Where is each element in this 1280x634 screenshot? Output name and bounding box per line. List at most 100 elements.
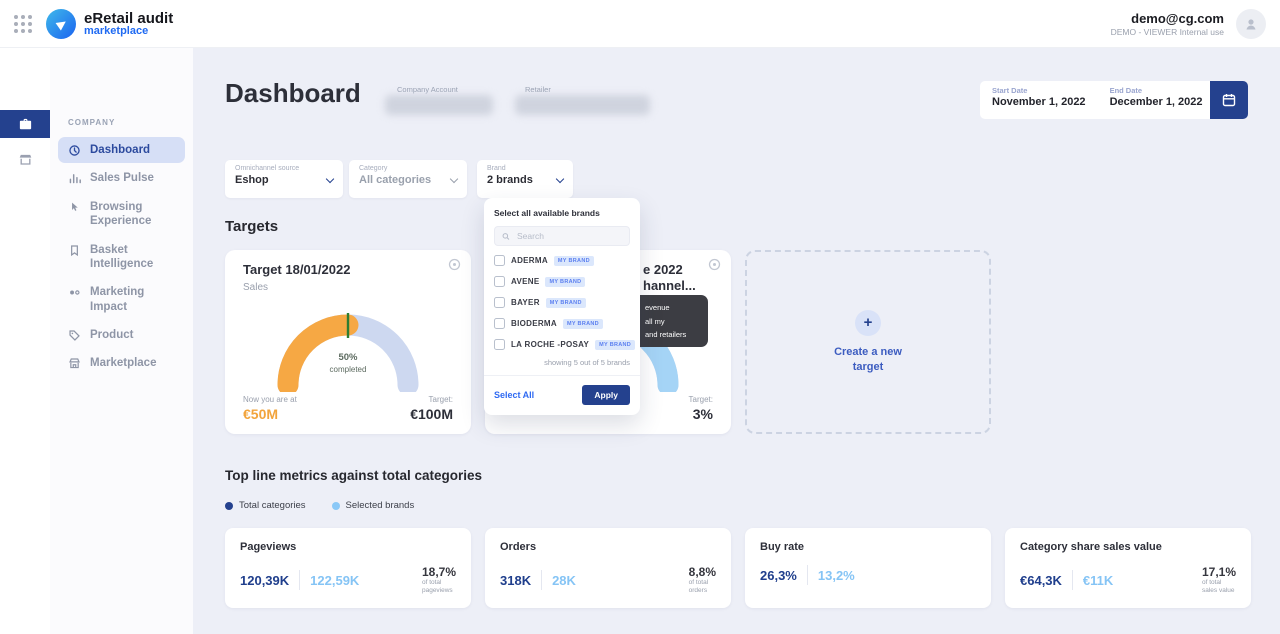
target-info-icon[interactable] xyxy=(708,258,721,276)
retailer-value-redacted[interactable] xyxy=(515,95,650,115)
legend-label: Total categories xyxy=(239,500,306,511)
select-all-link[interactable]: Select All xyxy=(494,390,535,400)
brand-row[interactable]: LA ROCHE -POSAY MY BRAND xyxy=(494,334,636,355)
gauge-value: 50% xyxy=(338,352,358,363)
bookmark-icon xyxy=(68,244,82,257)
metric-title: Orders xyxy=(500,541,537,553)
start-date-field[interactable]: Start Date November 1, 2022 xyxy=(980,81,1098,119)
store-icon xyxy=(19,154,31,165)
clock-icon xyxy=(68,144,82,157)
my-brand-badge: MY BRAND xyxy=(553,255,594,266)
omnichannel-source-dropdown[interactable]: Omnichannel source Eshop xyxy=(225,160,343,198)
filter-label: Category xyxy=(359,165,388,172)
divider xyxy=(541,570,543,591)
brand-row[interactable]: BAYER MY BRAND xyxy=(494,292,630,313)
tooltip-line: evenue xyxy=(645,303,670,312)
end-date-field[interactable]: End Date December 1, 2022 xyxy=(1098,81,1215,119)
brand-name: LA ROCHE -POSAY xyxy=(511,340,590,349)
metric-card-orders: Orders 318K 28K 8,8% of total orders xyxy=(485,528,731,608)
create-target-label: Create a new target xyxy=(834,345,902,373)
end-date-value: December 1, 2022 xyxy=(1109,96,1203,108)
avatar[interactable] xyxy=(1236,8,1266,39)
divider xyxy=(299,570,301,591)
category-dropdown[interactable]: Category All categories xyxy=(349,160,467,198)
target-card-sales: Target 18/01/2022 Sales 50% completed No… xyxy=(225,250,471,434)
filter-label: Brand xyxy=(487,165,506,172)
sidebar-item-label: Product xyxy=(90,329,134,341)
sidebar-item-marketplace[interactable]: Marketplace xyxy=(58,350,185,376)
divider xyxy=(484,375,640,376)
brand-count-text: showing 5 out of 5 brands xyxy=(544,358,630,367)
target-info-icon[interactable] xyxy=(448,258,461,276)
arrow-icon: ▶ xyxy=(54,14,70,32)
sidebar-item-label: Basket Intelligence xyxy=(90,243,154,270)
brand-row[interactable]: AVENE MY BRAND xyxy=(494,271,630,292)
retailer-label: Retailer xyxy=(525,85,551,94)
metric-percent-caption: sales value xyxy=(1201,587,1235,595)
brand-row[interactable]: ADERMA MY BRAND xyxy=(494,250,630,271)
my-brand-badge: MY BRAND xyxy=(595,339,636,350)
sidebar-item-label: Browsing Experience xyxy=(90,200,152,228)
app-grid-icon[interactable] xyxy=(14,14,32,33)
target-value: €100M xyxy=(410,406,453,422)
metric-title: Buy rate xyxy=(760,541,805,553)
legend-dot xyxy=(225,501,233,510)
metric-primary-value: 318K xyxy=(500,572,532,588)
current-value-label: Now you are at xyxy=(243,395,297,404)
sidebar-item-marketing-impact[interactable]: Marketing Impact xyxy=(58,279,185,320)
sidebar-item-dashboard[interactable]: Dashboard xyxy=(58,137,185,164)
company-account-label: Company Account xyxy=(397,85,458,94)
metric-title: Pageviews xyxy=(240,541,297,553)
sidebar-item-browsing-experience[interactable]: Browsing Experience xyxy=(58,194,185,235)
brand-checkbox[interactable] xyxy=(494,255,505,266)
brand-search-input[interactable] xyxy=(514,230,622,242)
end-date-label: End Date xyxy=(1109,86,1143,95)
briefcase-icon xyxy=(19,118,31,129)
brand-row[interactable]: BIODERMA MY BRAND xyxy=(494,313,630,334)
target-title: Target 18/01/2022 xyxy=(243,262,351,277)
legend: Total categories Selected brands xyxy=(225,500,414,511)
rail-marketplace-tab[interactable] xyxy=(0,152,50,167)
metric-secondary-value: 13,2% xyxy=(817,567,855,583)
gauge-caption: completed xyxy=(330,365,367,374)
rail-company-tab[interactable] xyxy=(0,110,50,138)
brand-dropdown[interactable]: Brand 2 brands xyxy=(477,160,573,198)
panel-title: Select all available brands xyxy=(494,208,600,218)
metric-primary-value: 120,39K xyxy=(240,572,290,588)
sidebar-item-product[interactable]: Product xyxy=(58,322,185,348)
top-bar: ▶ eRetail audit marketplace demo@cg.com … xyxy=(0,0,1280,48)
brand-search[interactable] xyxy=(494,226,630,246)
tooltip-line: and retailers xyxy=(645,330,687,339)
target-value: 3% xyxy=(692,406,713,422)
sidebar-item-basket-intelligence[interactable]: Basket Intelligence xyxy=(58,237,185,278)
app-title: eRetail audit xyxy=(84,10,174,27)
dots-icon xyxy=(68,286,82,299)
brand-checkbox[interactable] xyxy=(494,297,505,308)
targets-heading: Targets xyxy=(225,218,279,235)
brand-checkbox[interactable] xyxy=(494,276,505,287)
sidebar-section-label: COMPANY xyxy=(68,118,116,127)
apply-button[interactable]: Apply xyxy=(582,385,630,405)
create-target-card[interactable]: + Create a new target xyxy=(745,250,991,434)
brand-checkbox[interactable] xyxy=(494,318,505,329)
metric-card-category-share: Category share sales value €64,3K €11K 1… xyxy=(1005,528,1251,608)
metric-percent-caption: of total xyxy=(1201,579,1222,586)
filter-label: Omnichannel source xyxy=(235,165,300,172)
icon-rail xyxy=(0,48,50,634)
date-range-picker[interactable]: Start Date November 1, 2022 End Date Dec… xyxy=(980,81,1210,119)
filter-value: All categories xyxy=(359,174,432,186)
my-brand-badge: MY BRAND xyxy=(545,297,586,308)
legend-selected-brands: Selected brands xyxy=(331,500,414,511)
company-account-value-redacted[interactable] xyxy=(385,95,493,115)
filter-value: Eshop xyxy=(235,174,269,186)
app-logo: ▶ xyxy=(46,8,76,39)
sidebar-item-label: Marketplace xyxy=(90,357,157,370)
calendar-button[interactable] xyxy=(1210,81,1248,119)
sidebar-item-sales-pulse[interactable]: Sales Pulse xyxy=(58,165,185,191)
tag-icon xyxy=(68,329,82,342)
sidebar-item-label: Marketing Impact xyxy=(90,286,145,313)
brand-checkbox[interactable] xyxy=(494,339,505,350)
start-date-value: November 1, 2022 xyxy=(992,96,1086,108)
app-subtitle: marketplace xyxy=(84,25,149,37)
